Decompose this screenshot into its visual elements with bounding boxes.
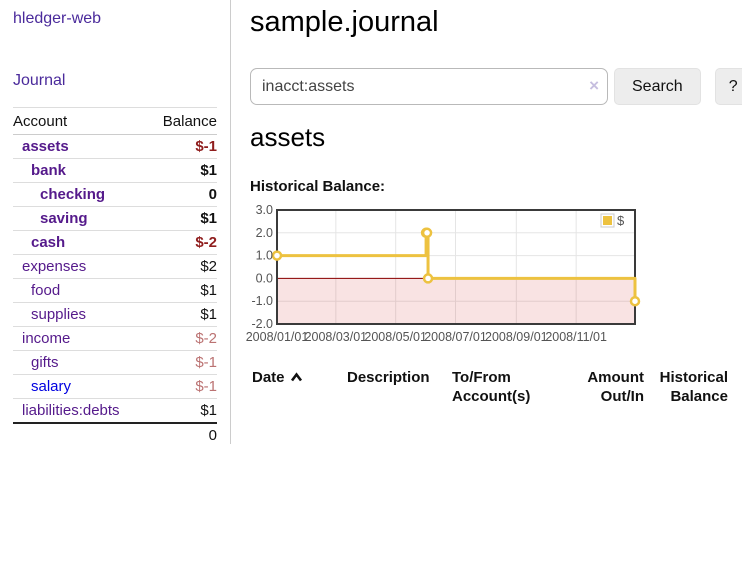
account-row: salary $-1 — [13, 374, 217, 399]
register-header-row: Date Description To/From Account(s) Amou… — [250, 365, 740, 412]
account-balance: $-1 — [148, 374, 217, 399]
register-header-balance: Historical Balance — [659, 369, 728, 405]
account-row: cash $-2 — [13, 230, 217, 255]
account-balance: $1 — [148, 158, 217, 183]
account-cell: gifts — [13, 350, 149, 375]
sort-ascending-icon — [290, 372, 302, 382]
register-header-tofrom: To/From Account(s) — [452, 369, 531, 405]
chart-plot-area[interactable]: $3.0 2.0 1.0 0.0 -1.0 -2.02008/01/012008/03/0… — [246, 202, 732, 344]
account-link[interactable]: checking — [40, 186, 106, 203]
main-content: sample.journal × Search ? assets Histori… — [246, 0, 742, 412]
account-cell: income — [13, 326, 149, 351]
accounts-total-row: 0 — [13, 422, 217, 452]
account-link[interactable]: gifts — [31, 354, 59, 371]
clear-search-icon[interactable]: × — [589, 76, 599, 95]
help-button[interactable]: ? — [714, 68, 742, 105]
account-link[interactable]: expenses — [22, 258, 87, 275]
account-balance: 0 — [148, 182, 217, 207]
search-box: × — [250, 68, 608, 105]
register-header-amount: Amount Out/In — [587, 369, 644, 405]
account-link[interactable]: food — [31, 282, 61, 299]
account-balance: $-1 — [148, 350, 217, 375]
accounts-header-account: Account — [13, 107, 149, 135]
account-row: bank $1 — [13, 158, 217, 183]
account-row: liabilities:debts $1 — [13, 398, 217, 424]
account-balance: $1 — [148, 302, 217, 327]
account-balance: $1 — [148, 206, 217, 231]
accounts-header-row: Account Balance — [13, 107, 217, 135]
account-link[interactable]: assets — [22, 138, 69, 155]
svg-text:-2.0: -2.0 — [251, 317, 273, 331]
svg-text:-1.0: -1.0 — [251, 294, 273, 308]
svg-text:2008/05/01: 2008/05/01 — [364, 330, 427, 344]
search-input[interactable] — [250, 68, 608, 105]
svg-text:2008/11/01: 2008/11/01 — [545, 330, 607, 344]
account-balance: $1 — [148, 278, 217, 303]
account-cell: cash — [13, 230, 149, 255]
account-row: gifts $-1 — [13, 350, 217, 375]
account-link[interactable]: liabilities:debts — [22, 402, 120, 419]
account-row: expenses $2 — [13, 254, 217, 279]
svg-text:2.0: 2.0 — [256, 226, 273, 240]
accounts-total-balance: 0 — [148, 422, 217, 452]
svg-text:$: $ — [617, 213, 625, 228]
account-cell: supplies — [13, 302, 149, 327]
svg-text:2008/01/01: 2008/01/01 — [246, 330, 309, 344]
search-button[interactable]: Search — [614, 68, 701, 105]
svg-text:0.0: 0.0 — [256, 271, 273, 285]
account-cell: bank — [13, 158, 149, 183]
account-cell: saving — [13, 206, 149, 231]
account-balance: $-2 — [148, 230, 217, 255]
account-cell: food — [13, 278, 149, 303]
account-balance: $2 — [148, 254, 217, 279]
account-link[interactable]: bank — [31, 162, 67, 179]
svg-text:1.0: 1.0 — [256, 249, 273, 263]
app-brand-link[interactable]: hledger-web — [13, 10, 102, 27]
sidebar-item-journal[interactable]: Journal — [13, 72, 66, 89]
account-link[interactable]: cash — [31, 234, 66, 251]
account-link[interactable]: salary — [31, 378, 72, 395]
search-bar: × Search ? — [250, 68, 742, 105]
account-cell: salary — [13, 374, 149, 399]
account-row: saving $1 — [13, 206, 217, 231]
register-header-date[interactable]: Date — [250, 365, 345, 412]
svg-text:2008/07/01: 2008/07/01 — [424, 330, 487, 344]
page-title: sample.journal — [250, 6, 439, 38]
accounts-header-balance: Balance — [148, 107, 217, 135]
account-row: income $-2 — [13, 326, 217, 351]
account-link[interactable]: saving — [40, 210, 88, 227]
chart-title: Historical Balance: — [250, 178, 386, 195]
account-row: supplies $1 — [13, 302, 217, 327]
historical-balance-chart[interactable]: $3.0 2.0 1.0 0.0 -1.0 -2.0 2008/01/01 2008/03/0… — [246, 202, 732, 344]
accounts-table: Account Balance assets $-1 bank $1 checking 0… — [13, 107, 217, 452]
svg-text:3.0: 3.0 — [256, 203, 273, 217]
account-cell: liabilities:debts — [13, 398, 149, 424]
svg-text:2008/09/01: 2008/09/01 — [485, 330, 548, 344]
spacer — [13, 422, 149, 452]
account-row: assets $-1 — [13, 134, 217, 159]
register-header-description: Description — [347, 369, 430, 386]
account-row: checking 0 — [13, 182, 217, 207]
account-balance: $1 — [148, 398, 217, 424]
account-row: food $1 — [13, 278, 217, 303]
account-link[interactable]: income — [22, 330, 71, 347]
account-cell: expenses — [13, 254, 149, 279]
account-cell: checking — [13, 182, 149, 207]
account-balance: $-2 — [148, 326, 217, 351]
sidebar: hledger-web Journal Account Balance asse… — [0, 0, 231, 452]
register-table: Date Description To/From Account(s) Amou… — [250, 365, 740, 412]
account-cell: assets — [13, 134, 149, 159]
account-link[interactable]: supplies — [31, 306, 87, 323]
account-title: assets — [250, 122, 326, 152]
svg-text:2008/03/01: 2008/03/01 — [305, 330, 368, 344]
account-balance: $-1 — [148, 134, 217, 159]
